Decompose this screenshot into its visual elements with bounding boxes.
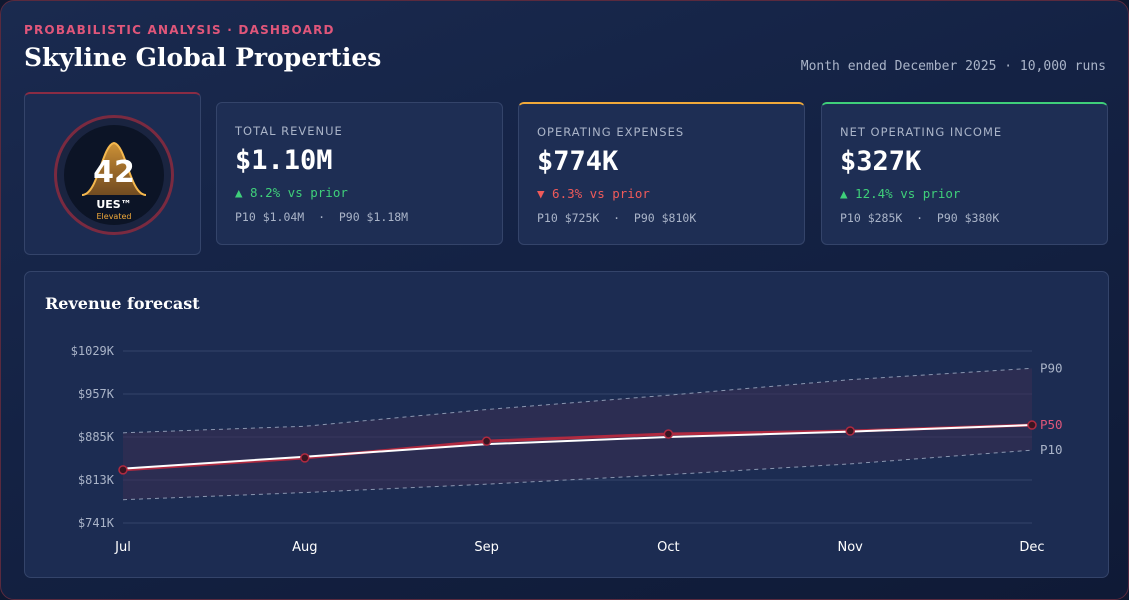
- kpi-card-revenue[interactable]: TOTAL REVENUE $1.10M ▲ 8.2% vs prior P10…: [216, 102, 503, 245]
- p50-point: [845, 426, 855, 436]
- chart-title: Revenue forecast: [45, 294, 200, 313]
- ues-status: Elevated: [96, 212, 132, 221]
- kpi-card-noi[interactable]: NET OPERATING INCOME $327K ▲ 12.4% vs pr…: [821, 102, 1108, 245]
- y-tick-label: $813K: [78, 473, 115, 487]
- x-tick-label: Sep: [474, 540, 499, 555]
- ues-gauge: 42 UES™ Elevated: [64, 125, 164, 225]
- page-title: Skyline Global Properties: [24, 43, 382, 72]
- kpi-label: NET OPERATING INCOME: [840, 125, 1003, 139]
- kpi-card-opex[interactable]: OPERATING EXPENSES $774K ▼ 6.3% vs prior…: [518, 102, 805, 245]
- y-tick-label: $1029K: [71, 344, 115, 358]
- x-tick-label: Oct: [657, 540, 679, 555]
- ues-score: 42: [93, 155, 135, 190]
- p50-point: [300, 453, 310, 463]
- p50-point: [118, 465, 128, 475]
- p50-point: [481, 436, 492, 446]
- kpi-delta: ▲ 8.2% vs prior: [235, 185, 348, 200]
- ues-label: UES™: [96, 198, 132, 211]
- kpi-value: $774K: [537, 146, 619, 177]
- kpi-delta: ▲ 12.4% vs prior: [840, 186, 961, 201]
- series-label-p90: P90: [1040, 360, 1063, 375]
- kpi-range: P10 $725K · P90 $810K: [537, 211, 697, 225]
- actual-line: [122, 424, 1033, 470]
- bell-curve-icon: [81, 141, 147, 196]
- eyebrow-label: PROBABILISTIC ANALYSIS · DASHBOARD: [24, 23, 335, 37]
- y-tick-label: $957K: [78, 387, 115, 401]
- p10-p90-band: [123, 368, 1032, 500]
- x-tick-label: Nov: [838, 540, 864, 555]
- kpi-value: $1.10M: [235, 145, 333, 176]
- series-label-p50: P50: [1040, 417, 1063, 432]
- x-tick-label: Aug: [292, 540, 317, 555]
- revenue-chart[interactable]: $1029K $957K $885K $813K $741K Jul Aug Sep Oct No…: [25, 272, 1110, 579]
- kpi-delta: ▼ 6.3% vs prior: [537, 186, 650, 201]
- ues-gauge-ring: 42 UES™ Elevated: [54, 115, 174, 235]
- y-tick-label: $741K: [78, 516, 115, 530]
- ues-card[interactable]: 42 UES™ Elevated: [24, 92, 201, 255]
- y-tick-label: $885K: [78, 430, 115, 444]
- kpi-range: P10 $285K · P90 $380K: [840, 211, 1000, 225]
- p50-point: [663, 429, 674, 439]
- p50-point: [1027, 420, 1037, 430]
- kpi-value: $327K: [840, 146, 922, 177]
- kpi-range: P10 $1.04M · P90 $1.18M: [235, 210, 409, 224]
- kpi-label: TOTAL REVENUE: [235, 124, 343, 138]
- series-label-p10: P10: [1040, 442, 1063, 457]
- x-tick-label: Dec: [1019, 540, 1044, 555]
- revenue-chart-card: Revenue forecast $1029K $957K $885K $813K $7…: [24, 271, 1109, 578]
- x-tick-label: Jul: [114, 540, 131, 555]
- kpi-label: OPERATING EXPENSES: [537, 125, 685, 139]
- period-label: Month ended December 2025 · 10,000 runs: [800, 59, 1106, 74]
